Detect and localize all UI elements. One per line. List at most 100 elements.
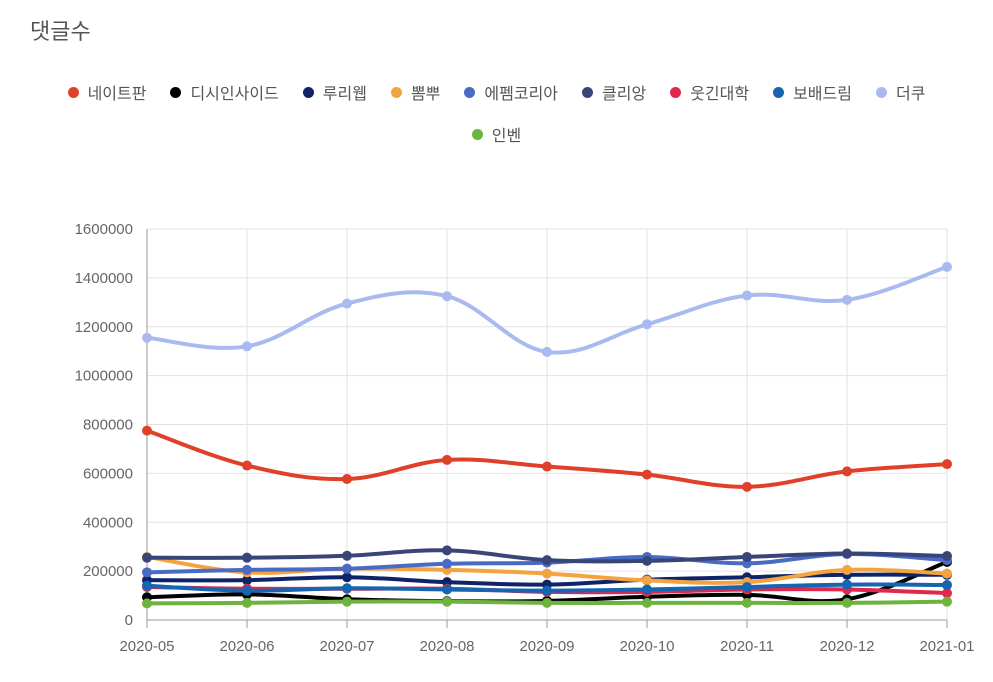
data-point	[242, 552, 252, 563]
y-tick-label: 400000	[83, 514, 133, 531]
data-point	[442, 291, 452, 302]
data-point	[942, 580, 952, 591]
y-tick-label: 200000	[83, 563, 133, 580]
data-point	[842, 579, 852, 590]
legend-label: 보배드림	[793, 86, 852, 103]
legend-marker	[670, 86, 682, 98]
data-point	[942, 588, 952, 599]
x-tick-label: 2020-11	[720, 638, 774, 655]
data-point	[342, 550, 352, 561]
y-tick-label: 1200000	[75, 319, 133, 336]
x-tick-label: 2020-05	[119, 638, 174, 655]
data-point	[442, 596, 452, 607]
legend-item-3[interactable]: 뽐뿌	[390, 80, 441, 104]
data-point	[242, 341, 252, 352]
legend-item-0[interactable]: 네이트판	[67, 80, 147, 104]
data-point	[242, 460, 252, 471]
data-point	[642, 469, 652, 480]
legend-marker	[67, 86, 79, 98]
data-point	[742, 290, 752, 301]
legend-label: 루리웹	[322, 86, 367, 103]
data-point	[342, 563, 352, 574]
data-point	[242, 585, 252, 596]
legend-item-8[interactable]: 더쿠	[875, 80, 926, 104]
legend-marker	[302, 86, 314, 98]
data-point	[242, 597, 252, 608]
data-point	[942, 550, 952, 561]
data-point	[442, 545, 452, 556]
legend-marker	[170, 86, 182, 98]
data-point	[842, 597, 852, 608]
data-point	[942, 459, 952, 470]
legend-marker	[390, 86, 402, 98]
data-point	[242, 564, 252, 575]
data-point	[942, 596, 952, 607]
data-point	[942, 568, 952, 579]
y-tick-label: 1400000	[75, 270, 133, 287]
legend-item-2[interactable]: 루리웹	[302, 80, 367, 104]
data-point	[442, 584, 452, 595]
legend-label: 클리앙	[602, 86, 647, 103]
legend-item-9[interactable]: 인벤	[471, 122, 522, 146]
data-point	[142, 567, 152, 578]
data-point	[742, 551, 752, 562]
legend-marker	[582, 86, 594, 98]
data-point	[142, 580, 152, 591]
data-point	[142, 552, 152, 563]
data-point	[542, 346, 552, 357]
legend-marker	[773, 86, 785, 98]
data-point	[742, 582, 752, 593]
chart-title: 댓글수	[30, 19, 91, 44]
data-point	[642, 319, 652, 330]
data-point	[142, 332, 152, 343]
y-tick-label: 600000	[83, 465, 133, 482]
data-point	[342, 473, 352, 484]
data-point	[542, 568, 552, 579]
data-point	[642, 555, 652, 566]
data-point	[442, 454, 452, 465]
data-point	[742, 597, 752, 608]
legend-label: 네이트판	[87, 86, 147, 103]
data-point	[542, 585, 552, 596]
data-point	[842, 564, 852, 575]
legend-item-7[interactable]: 보배드림	[773, 80, 852, 104]
data-point	[642, 597, 652, 608]
legend-label: 웃긴대학	[690, 86, 750, 103]
y-tick-label: 800000	[83, 417, 133, 434]
y-tick-label: 1600000	[75, 221, 133, 238]
x-tick-label: 2020-06	[219, 638, 274, 655]
legend-marker	[464, 86, 476, 98]
data-point	[342, 298, 352, 309]
legend-label: 더쿠	[895, 86, 926, 103]
legend-item-1[interactable]: 디시인사이드	[170, 80, 279, 104]
data-point	[342, 596, 352, 607]
x-tick-label: 2020-12	[819, 638, 874, 655]
legend-label: 디시인사이드	[190, 86, 279, 103]
y-tick-label: 0	[125, 612, 133, 629]
x-tick-label: 2020-08	[419, 638, 474, 655]
legend-item-4[interactable]: 에펨코리아	[464, 80, 558, 104]
legend-label: 뽐뿌	[410, 86, 441, 103]
data-point	[842, 466, 852, 477]
data-point	[942, 261, 952, 272]
data-point	[542, 597, 552, 608]
legend-item-6[interactable]: 웃긴대학	[670, 80, 749, 104]
data-point	[142, 425, 152, 436]
legend-marker	[471, 128, 483, 140]
legend-marker	[875, 86, 887, 98]
data-point	[542, 461, 552, 472]
data-point	[342, 583, 352, 594]
data-point	[642, 584, 652, 595]
data-point	[342, 572, 352, 583]
x-tick-label: 2020-07	[319, 638, 374, 655]
x-tick-label: 2021-01	[919, 638, 974, 655]
legend-label: 인벤	[491, 128, 522, 145]
legend-label: 에펨코리아	[484, 86, 559, 103]
data-point	[242, 575, 252, 586]
x-tick-label: 2020-10	[619, 638, 674, 655]
data-point	[442, 558, 452, 569]
legend-item-5[interactable]: 클리앙	[582, 80, 646, 104]
data-point	[542, 555, 552, 566]
